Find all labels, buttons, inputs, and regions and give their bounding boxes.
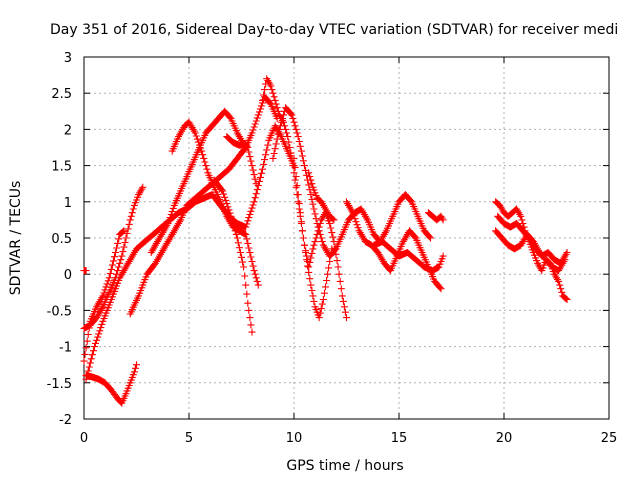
series-markers [424,209,447,224]
y-tick-label: 1.5 [51,160,72,175]
series-arc-20 [494,212,571,267]
y-tick-label: -1.5 [47,377,72,392]
x-tick-label: 5 [185,431,193,446]
series-markers [82,361,140,407]
series-arc-10 [223,133,250,149]
y-tick-label: 1 [64,196,72,211]
x-tick-label: 10 [286,431,303,446]
series-arc-17 [424,209,447,224]
y-tick-label: 3 [64,51,72,66]
y-tick-label: -1 [59,341,72,356]
x-tick-label: 15 [391,431,408,446]
series-markers [290,154,336,322]
series-arc-4 [82,361,140,407]
series-arc-1 [80,267,90,275]
x-axis-title: GPS time / hours [286,458,403,474]
y-axis-title: SDTVAR / TECUs [8,181,24,296]
series-markers [370,238,447,275]
series-arc-14 [290,154,336,322]
series-arc-13 [305,169,338,224]
x-tick-label: 20 [496,431,513,446]
series-arc-2 [80,183,147,332]
y-tick-label: -2 [59,413,72,428]
y-axis-tick-labels: -2 -1.5 -1 -0.5 0 0.5 1 1.5 2 2.5 3 [47,51,72,428]
series-arc-16 [370,238,447,275]
data-points [80,75,571,407]
y-tick-label: 0 [64,268,72,283]
x-axis-tick-labels: 0 5 10 15 20 25 [80,431,617,446]
y-tick-label: 2 [64,123,72,138]
series-arc-9 [210,176,256,336]
series-markers [223,133,250,149]
series-markers [210,176,256,336]
series-markers [80,183,147,332]
series-arc-3 [80,227,128,365]
chart-title: Day 351 of 2016, Sidereal Day-to-day VTE… [50,22,618,38]
series-markers [305,169,338,224]
axis-ticks [83,56,610,420]
x-tick-label: 0 [80,431,88,446]
series-arc-8 [168,118,262,289]
x-tick-label: 25 [601,431,618,446]
series-markers [80,227,128,365]
y-tick-label: -0.5 [47,304,72,319]
series-markers [494,212,571,267]
y-tick-label: 2.5 [51,87,72,102]
series-markers [168,118,262,289]
y-tick-label: 0.5 [51,232,72,247]
series-markers [80,267,90,275]
